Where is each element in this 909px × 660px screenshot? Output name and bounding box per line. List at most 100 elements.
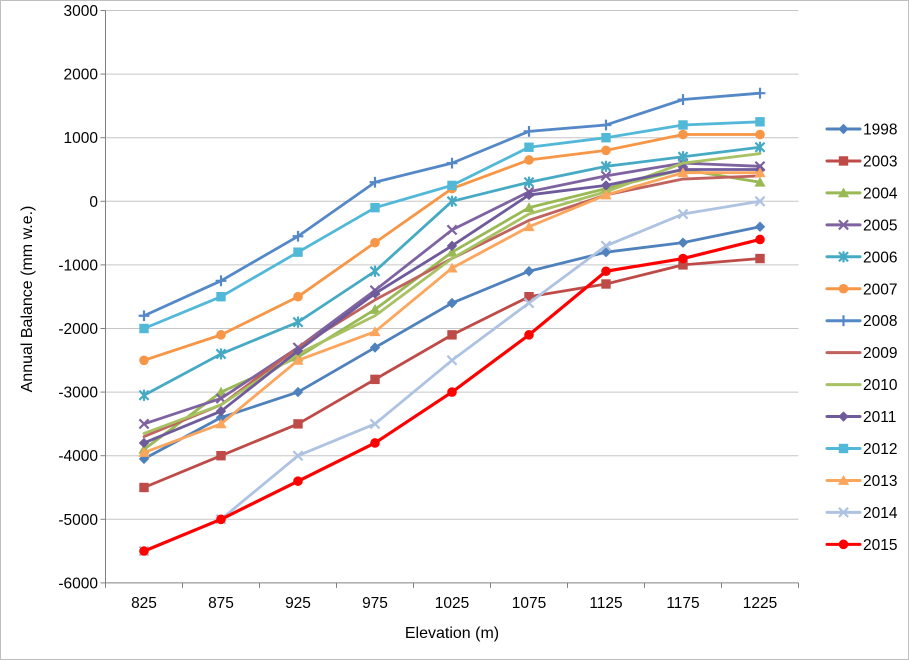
- series-2004-line: [142, 168, 762, 451]
- marker-square: [293, 419, 303, 429]
- marker-triangle: [523, 221, 535, 232]
- y-tick-label: 2000: [64, 67, 99, 84]
- marker-diamond: [138, 453, 150, 465]
- marker-x: [600, 170, 612, 182]
- series-2003-line: [142, 257, 762, 489]
- marker-diamond: [523, 266, 535, 277]
- marker-square: [370, 202, 380, 213]
- marker-square: [447, 180, 457, 191]
- marker-star: [600, 160, 612, 172]
- marker-circle: [216, 514, 226, 525]
- marker-star: [369, 265, 381, 277]
- marker-circle: [370, 438, 380, 448]
- marker-triangle: [369, 326, 381, 337]
- legend-label-2009: 2009: [863, 345, 897, 362]
- marker-x: [600, 240, 612, 252]
- marker-square: [601, 133, 611, 143]
- y-tick-label: 3000: [64, 3, 99, 20]
- marker-square: [139, 323, 149, 334]
- x-tick-label: 875: [208, 595, 234, 612]
- marker-x: [138, 418, 150, 430]
- marker-plus: [138, 310, 150, 322]
- series-2013-line: [142, 171, 762, 454]
- y-tick-label: -3000: [58, 385, 98, 402]
- marker-circle: [370, 237, 380, 248]
- marker-diamond: [446, 240, 458, 252]
- marker-square: [216, 451, 226, 461]
- marker-triangle: [446, 262, 458, 273]
- marker-star: [446, 195, 458, 207]
- legend-label-2008: 2008: [863, 313, 897, 330]
- marker-diamond: [292, 345, 304, 356]
- legend-label-2004: 2004: [863, 185, 898, 202]
- marker-circle: [139, 546, 149, 556]
- marker-circle: [755, 129, 765, 140]
- marker-star: [292, 316, 304, 328]
- marker-x: [838, 219, 849, 231]
- marker-circle: [447, 387, 457, 397]
- x-tick-label: 1175: [666, 595, 699, 612]
- marker-star: [838, 251, 849, 263]
- marker-star: [138, 389, 150, 401]
- legend-label-2015: 2015: [863, 537, 897, 554]
- marker-triangle: [837, 187, 850, 198]
- marker-star: [754, 141, 766, 153]
- legend-label-2010: 2010: [863, 377, 898, 394]
- x-tick-label: 975: [362, 595, 388, 612]
- series-2012-line: [142, 120, 762, 330]
- legend-label-2007: 2007: [863, 281, 897, 298]
- x-tick-label: 825: [131, 595, 157, 612]
- marker-plus: [600, 119, 612, 131]
- marker-square: [838, 156, 849, 166]
- x-tick-label: 1075: [512, 595, 546, 612]
- marker-triangle: [837, 475, 850, 485]
- legend-label-2003: 2003: [863, 153, 897, 170]
- x-tick-label: 1025: [435, 595, 469, 612]
- y-tick-label: -2000: [58, 321, 98, 338]
- marker-circle: [293, 476, 303, 486]
- marker-plus: [523, 125, 535, 137]
- marker-x: [292, 450, 304, 462]
- marker-square: [678, 120, 688, 130]
- marker-plus: [215, 275, 227, 287]
- marker-diamond: [369, 342, 381, 353]
- marker-triangle: [754, 176, 766, 187]
- marker-circle: [216, 330, 226, 340]
- legend-label-2013: 2013: [863, 473, 897, 490]
- marker-triangle: [369, 304, 381, 314]
- marker-diamond: [292, 386, 304, 398]
- marker-square: [293, 247, 303, 257]
- y-tick-label: -4000: [58, 448, 98, 465]
- y-tick-label: -1000: [58, 257, 98, 274]
- marker-triangle: [754, 167, 766, 178]
- legend-label-2011: 2011: [863, 409, 896, 426]
- y-tick-label: -6000: [58, 575, 98, 592]
- marker-diamond: [446, 297, 458, 309]
- marker-diamond: [369, 288, 381, 299]
- legend-label-2012: 2012: [863, 441, 897, 458]
- x-tick-label: 925: [285, 595, 311, 612]
- marker-circle: [678, 253, 688, 264]
- legend-label-1998: 1998: [863, 122, 897, 139]
- marker-square: [678, 260, 688, 270]
- marker-x: [446, 354, 458, 366]
- series-2010-line: [142, 152, 762, 435]
- legend-label-2006: 2006: [863, 249, 897, 266]
- marker-x: [754, 195, 766, 207]
- marker-square: [447, 330, 457, 340]
- marker-circle: [139, 355, 149, 366]
- marker-square: [524, 292, 534, 302]
- marker-triangle: [215, 386, 227, 397]
- marker-star: [215, 348, 227, 360]
- x-axis-title: Elevation (m): [404, 625, 500, 642]
- marker-x: [523, 297, 535, 309]
- marker-diamond: [138, 437, 150, 449]
- marker-star: [523, 176, 535, 188]
- marker-diamond: [523, 189, 535, 201]
- marker-x: [446, 224, 458, 236]
- marker-square: [216, 292, 226, 302]
- marker-plus: [369, 176, 381, 188]
- y-tick-label: 0: [89, 194, 98, 211]
